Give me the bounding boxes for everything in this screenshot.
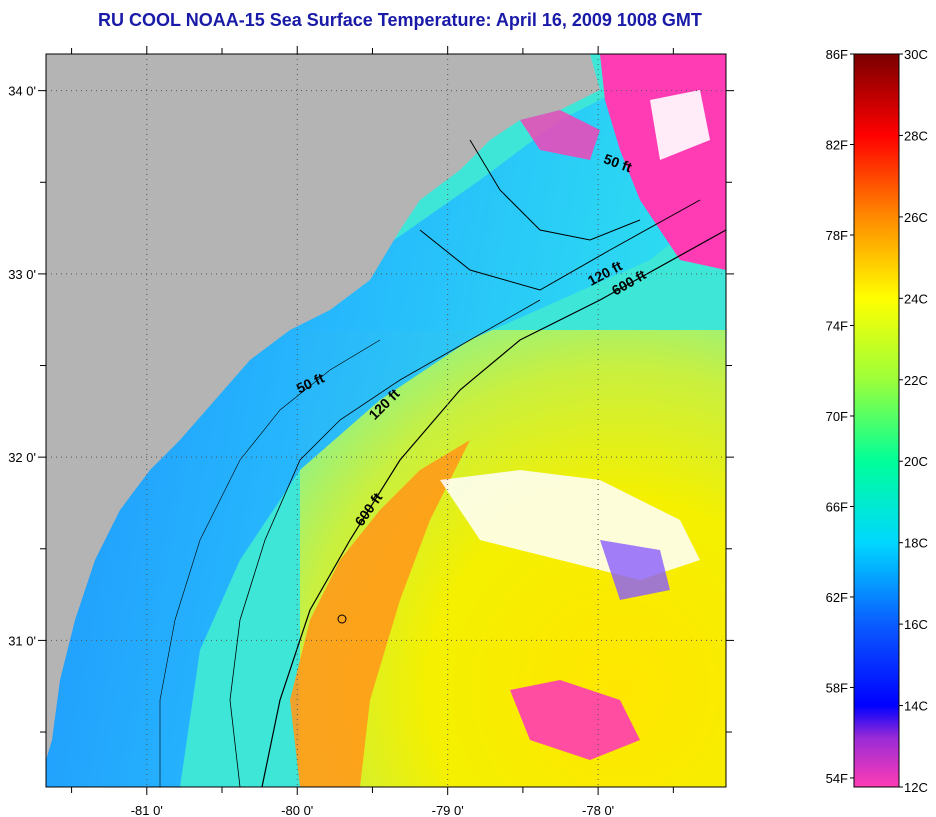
colorbar-celsius-label: 30C — [904, 47, 928, 62]
map-axis-ticks: 34 0' 33 0' 32 0' 31 0' -81 0' -80 0' -79 0' -7… — [8, 46, 734, 817]
colorbar-fahrenheit-label: 66F — [826, 499, 848, 514]
colorbar: 30C 28C 26C 24C 22C 20C 18C 16C 14C 12C 86F 82F 78F 7… — [826, 47, 928, 795]
colorbar-fahrenheit-label: 62F — [826, 590, 848, 605]
colorbar-fahrenheit-label: 74F — [826, 318, 848, 333]
map-gridlines — [46, 54, 726, 787]
colorbar-gradient — [853, 53, 900, 788]
lon-tick-label: -81 0' — [131, 803, 163, 817]
lon-tick-label: -79 0' — [432, 803, 464, 817]
colorbar-celsius-label: 24C — [904, 291, 928, 306]
colorbar-celsius-label: 22C — [904, 373, 928, 388]
shelf-water — [46, 80, 726, 787]
land — [46, 54, 600, 760]
colorbar-celsius-label: 28C — [904, 128, 928, 143]
colorbar-fahrenheit-label: 70F — [826, 409, 848, 424]
lon-tick-label: -78 0' — [582, 803, 614, 817]
colorbar-fahrenheit-label: 86F — [826, 47, 848, 62]
colorbar-fahrenheit-label: 54F — [826, 771, 848, 786]
lon-tick-label: -80 0' — [281, 803, 313, 817]
colorbar-celsius-label: 14C — [904, 699, 928, 714]
lat-tick-label: 32 0' — [8, 450, 36, 465]
colorbar-celsius-label: 18C — [904, 536, 928, 551]
colorbar-celsius-label: 20C — [904, 454, 928, 469]
colorbar-celsius-label: 16C — [904, 617, 928, 632]
colorbar-fahrenheit-label: 82F — [826, 137, 848, 152]
lat-tick-label: 31 0' — [8, 633, 36, 648]
colorbar-fahrenheit-label: 58F — [826, 680, 848, 695]
colorbar-celsius-label: 12C — [904, 780, 928, 795]
colorbar-celsius-label: 26C — [904, 210, 928, 225]
page-title: RU COOL NOAA-15 Sea Surface Temperature:… — [98, 10, 702, 30]
lat-tick-label: 34 0' — [8, 84, 36, 99]
colorbar-fahrenheit-label: 78F — [826, 228, 848, 243]
lat-tick-label: 33 0' — [8, 267, 36, 282]
